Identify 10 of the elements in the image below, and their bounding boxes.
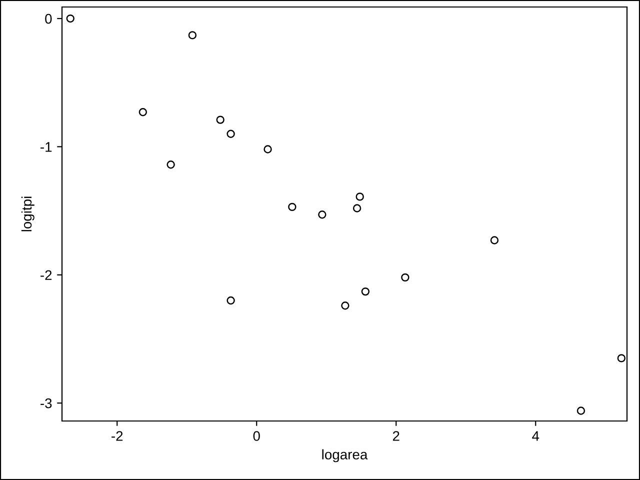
x-tick-label: 2 — [392, 431, 400, 441]
x-axis-title: logarea — [322, 449, 368, 462]
y-tick-label: -2 — [40, 270, 52, 280]
y-axis-title: logitpi — [21, 196, 34, 232]
y-tick-label: -3 — [40, 398, 52, 408]
x-tick-label: 4 — [532, 431, 540, 441]
x-tick-label: -2 — [112, 431, 123, 441]
x-tick-label: 0 — [253, 431, 260, 441]
y-tick-label: -1 — [40, 142, 52, 152]
y-tick-label: 0 — [45, 14, 52, 24]
